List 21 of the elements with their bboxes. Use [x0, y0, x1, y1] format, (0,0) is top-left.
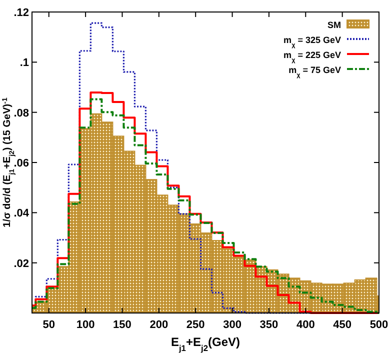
legend-label: m$_{χ}$ = 75 GeV: [288, 65, 341, 78]
x-tick-label: 200: [150, 319, 168, 331]
y-tick-label: .04: [14, 208, 30, 220]
x-tick-label: 450: [333, 319, 352, 331]
legend-label: m$_{χ}$ = 225 GeV: [284, 50, 341, 64]
y-tick-label: .1: [20, 57, 29, 70]
y-tick-label: .08: [14, 107, 29, 120]
y-tick-label: .12: [14, 7, 29, 19]
x-tick-label: 350: [260, 319, 278, 331]
legend-label: m$_{χ}$ = 325 GeV: [284, 35, 341, 48]
x-tick-label: 100: [76, 319, 95, 331]
x-axis-title: E$_{j1}$+E$_{j2}$(GeV): [170, 335, 240, 353]
y-tick-label: .06: [14, 158, 29, 170]
x-tick-label: 150: [113, 319, 132, 331]
x-tick-label: 250: [186, 319, 205, 331]
x-tick-label: 500: [370, 319, 388, 331]
y-tick-label: .02: [14, 258, 29, 270]
x-tick-label: 400: [296, 319, 315, 331]
x-tick-label: 50: [42, 319, 55, 331]
x-tick-label: 300: [223, 319, 242, 331]
legend-label: SM: [328, 20, 341, 30]
